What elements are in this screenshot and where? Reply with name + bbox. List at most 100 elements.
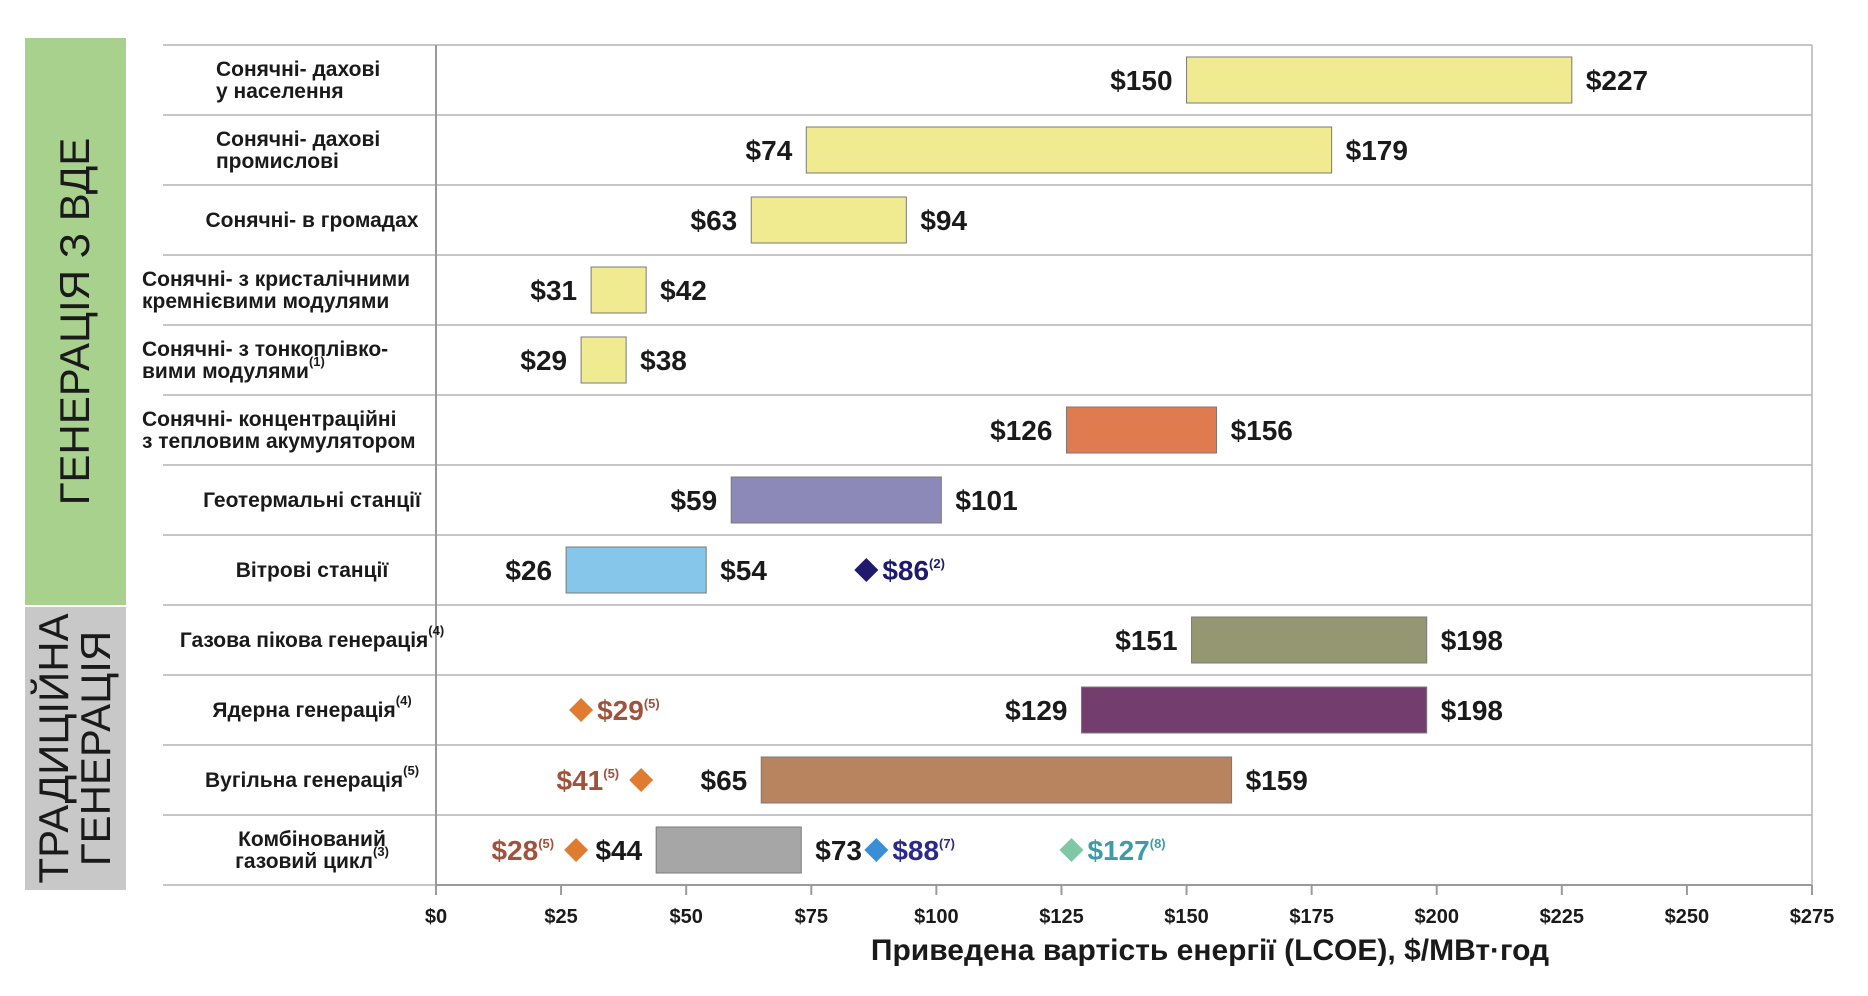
- row-label: Сонячні- дахові: [216, 58, 380, 81]
- range-bar: [1065, 406, 1218, 454]
- x-tick-label: $125: [1039, 906, 1084, 928]
- range-bar: [730, 476, 942, 524]
- marker-label-text: $41: [557, 765, 604, 796]
- row-label: Вугільна генерація(5): [205, 763, 419, 792]
- high-value-label: $42: [660, 275, 707, 306]
- row-label-note: (3): [373, 844, 389, 859]
- group-label-line: ГЕНЕРАЦІЯ: [72, 631, 119, 866]
- row-label-text: Комбінований: [238, 828, 386, 851]
- marker-label-note: (5): [538, 836, 554, 851]
- row-label-text: Вугільна генерація: [205, 769, 403, 792]
- marker-label-note: (5): [644, 696, 660, 711]
- marker-label-note: (5): [603, 766, 619, 781]
- row-label-text: з тепловим акумулятором: [142, 430, 416, 453]
- x-axis: Приведена вартість енергії (LCOE), $/МВт…: [425, 884, 1835, 967]
- row-label: Вітрові станції: [236, 559, 390, 582]
- group-label: ГЕНЕРАЦІЯ З ВДЕ: [51, 138, 98, 506]
- row-label-text: Геотермальні станції: [203, 489, 422, 512]
- row-label: Сонячні- з кристалічними: [142, 268, 410, 291]
- row-label: кремнієвими модулями: [142, 290, 389, 313]
- low-value-label: $59: [670, 485, 717, 516]
- range-bar: [1191, 616, 1428, 664]
- group-label-line: ГЕНЕРАЦІЯ З ВДЕ: [51, 138, 98, 506]
- x-tick-label: $250: [1665, 906, 1710, 928]
- high-value-label: $101: [955, 485, 1017, 516]
- row-label-note: (5): [403, 763, 419, 778]
- low-value-label: $29: [520, 345, 567, 376]
- range-bar: [580, 336, 627, 384]
- marker-label-note: (7): [939, 836, 955, 851]
- high-value-label: $94: [920, 205, 967, 236]
- group-band: [25, 607, 126, 890]
- low-value-label: $151: [1115, 625, 1177, 656]
- x-tick-label: $0: [425, 906, 447, 928]
- range-bar: [1080, 686, 1428, 734]
- row-label-note: (1): [309, 354, 325, 369]
- range-bar: [760, 756, 1233, 804]
- row-label-text: кремнієвими модулями: [142, 290, 389, 313]
- low-value-label: $44: [595, 835, 642, 866]
- x-tick-label: $150: [1164, 906, 1209, 928]
- marker-label-text: $127: [1087, 835, 1149, 866]
- x-tick-label: $25: [544, 906, 577, 928]
- x-tick-label: $100: [914, 906, 959, 928]
- high-value-label: $198: [1441, 695, 1503, 726]
- row-label: Сонячні- з тонкоплівко-: [142, 338, 388, 361]
- high-value-label: $227: [1586, 65, 1648, 96]
- marker-label-note: (2): [929, 556, 945, 571]
- row-label: Сонячні- концентраційні: [142, 408, 396, 431]
- low-value-label: $31: [530, 275, 577, 306]
- row-label: Комбінований: [238, 828, 386, 851]
- marker-diamond-icon: [569, 698, 594, 722]
- row-label-text: Сонячні- з кристалічними: [142, 268, 410, 291]
- marker-label: $86(2): [882, 555, 945, 586]
- marker-diamond-icon: [629, 768, 654, 792]
- marker-label-text: $86: [882, 555, 929, 586]
- row-label: у населення: [216, 80, 344, 103]
- row-label-text: Газова пікова генерація: [180, 629, 428, 652]
- marker-diamond-icon: [1059, 838, 1084, 862]
- row-label-text: у населення: [216, 80, 344, 103]
- marker-label: $41(5): [557, 765, 620, 796]
- high-value-label: $179: [1346, 135, 1408, 166]
- x-tick-label: $225: [1540, 906, 1585, 928]
- low-value-label: $26: [505, 555, 552, 586]
- x-tick-label: $75: [795, 906, 828, 928]
- row-label-text: Вітрові станції: [236, 559, 390, 582]
- group-band: [25, 38, 126, 605]
- range-bar: [805, 126, 1333, 174]
- group-label: ТРАДИЦІЙНАГЕНЕРАЦІЯ: [29, 613, 119, 883]
- row-label-note: (4): [428, 623, 444, 638]
- x-tick-label: $200: [1414, 906, 1459, 928]
- row-label: Сонячні- в громадах: [206, 209, 419, 232]
- range-bar: [750, 196, 907, 244]
- low-value-label: $150: [1110, 65, 1172, 96]
- x-tick-label: $275: [1790, 906, 1835, 928]
- row-label-text: Ядерна генерація: [212, 699, 395, 722]
- row-label: Геотермальні станції: [203, 489, 422, 512]
- high-value-label: $38: [640, 345, 687, 376]
- row-label-text: Сонячні- в громадах: [206, 209, 419, 232]
- marker-label: $88(7): [892, 835, 955, 866]
- range-bar: [565, 546, 707, 594]
- high-value-label: $198: [1441, 625, 1503, 656]
- marker-label-text: $29: [597, 695, 644, 726]
- marker-label-note: (8): [1150, 836, 1166, 851]
- group-label-line: ТРАДИЦІЙНА: [29, 613, 77, 883]
- marker-label: $29(5): [597, 695, 660, 726]
- high-value-label: $156: [1231, 415, 1293, 446]
- range-bar: [590, 266, 647, 314]
- row-label-text: промислові: [216, 150, 339, 173]
- low-value-label: $74: [746, 135, 793, 166]
- row-label-note: (4): [396, 693, 412, 708]
- high-value-label: $73: [815, 835, 862, 866]
- low-value-label: $126: [990, 415, 1052, 446]
- row-label-text: Сонячні- дахові: [216, 58, 380, 81]
- low-value-label: $63: [691, 205, 738, 236]
- x-tick-label: $175: [1289, 906, 1334, 928]
- range-bar: [1186, 56, 1573, 104]
- row-label: Ядерна генерація(4): [212, 693, 411, 722]
- range-bar: [655, 826, 802, 874]
